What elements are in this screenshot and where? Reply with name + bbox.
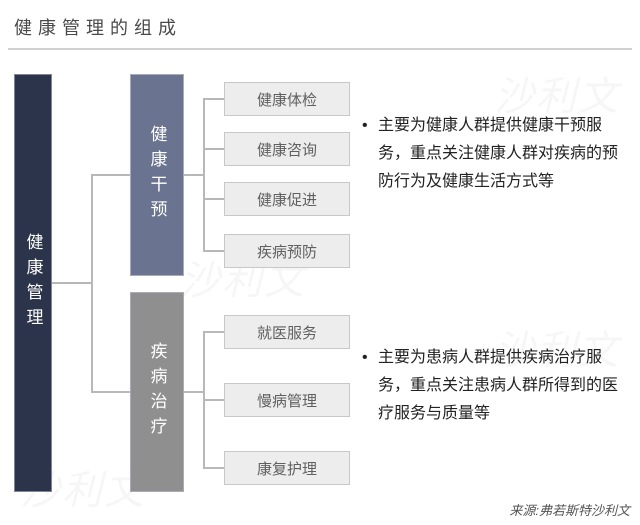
page-title: 健康管理的组成	[0, 0, 640, 48]
description-text: 主要为患病人群提供疾病治疗服务，重点关注患病人群所得到的医疗服务与质量等	[378, 349, 618, 422]
node-root-label: 健康管理	[21, 233, 46, 333]
node-category-prevention-label: 健康干预	[145, 125, 170, 225]
node-leaf: 健康体检	[224, 82, 350, 116]
node-leaf: 就医服务	[224, 315, 350, 349]
title-divider	[8, 48, 632, 50]
bullet-icon: •	[362, 112, 368, 140]
node-leaf: 慢病管理	[224, 383, 350, 417]
source-attribution: 来源:弗若斯特沙利文	[509, 500, 630, 519]
node-leaf: 健康促进	[224, 182, 350, 216]
node-leaf: 健康咨询	[224, 132, 350, 166]
node-leaf: 康复护理	[224, 451, 350, 485]
node-category-treatment-label: 疾病治疗	[145, 342, 170, 442]
bullet-icon: •	[362, 344, 368, 372]
node-leaf: 疾病预防	[224, 234, 350, 268]
node-root: 健康管理	[14, 74, 52, 492]
node-category-prevention: 健康干预	[130, 74, 184, 276]
description-prevention: • 主要为健康人群提供健康干预服务，重点关注健康人群对疾病的预防行为及健康生活方…	[378, 112, 618, 196]
description-text: 主要为健康人群提供健康干预服务，重点关注健康人群对疾病的预防行为及健康生活方式等	[378, 117, 618, 190]
node-category-treatment: 疾病治疗	[130, 292, 184, 492]
diagram-area: 沙利文 沙利文 沙利文 沙利文 健康管理 健康干预 疾病治疗 健康体检 健康咨询…	[0, 68, 640, 498]
description-treatment: • 主要为患病人群提供疾病治疗服务，重点关注患病人群所得到的医疗服务与质量等	[378, 344, 618, 428]
